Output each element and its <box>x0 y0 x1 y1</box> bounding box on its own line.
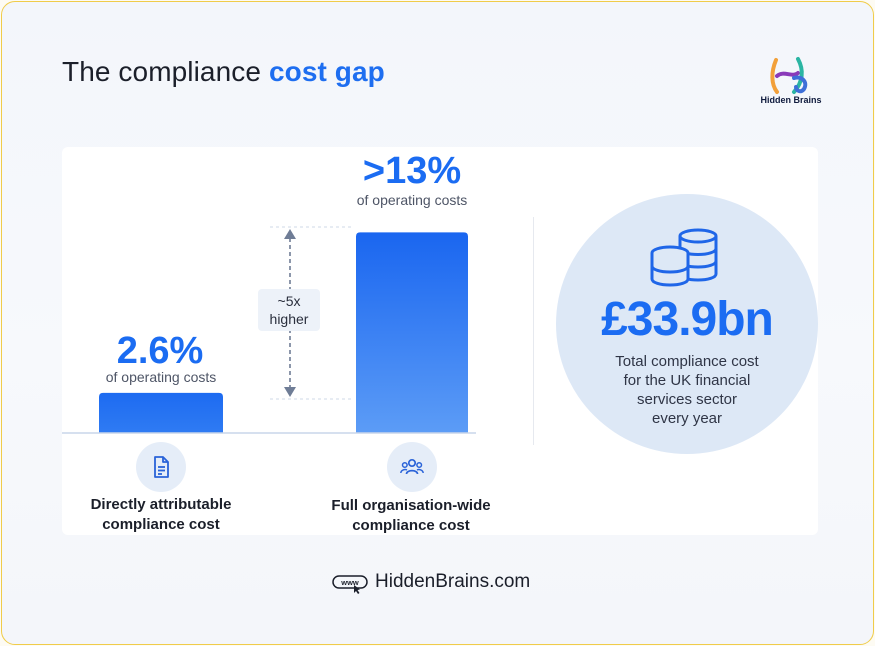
bar-value-label: >13% <box>362 150 462 192</box>
category-icon-badge <box>387 442 437 492</box>
brand-logo: Hidden Brains <box>746 56 836 110</box>
stat-highlight: £33.9bn Total compliance cost for the UK… <box>556 194 818 454</box>
comparison-badge: ~5x higher <box>258 289 320 331</box>
comparison-line: higher <box>269 311 309 327</box>
bar <box>356 232 468 433</box>
category-label: Full organisation-wide compliance cost <box>316 496 506 536</box>
stat-description: Total compliance cost for the UK financi… <box>587 352 787 428</box>
comparison-arrow <box>270 226 352 400</box>
page-title: The compliance cost gap <box>62 56 385 88</box>
category-label-line: Full organisation-wide <box>331 497 491 514</box>
title-accent: cost gap <box>268 56 385 87</box>
category-label: Directly attributable compliance cost <box>66 495 256 535</box>
people-group-icon <box>400 458 424 475</box>
www-cursor-icon: www <box>332 575 368 594</box>
bar-chart <box>62 226 476 434</box>
bar <box>99 392 223 433</box>
document-icon <box>154 456 169 478</box>
title-lead: The compliance <box>62 56 262 87</box>
stat-description-line: for the UK financial <box>623 372 751 389</box>
bar-value-label: 2.6% <box>116 330 204 372</box>
panel-divider <box>533 217 534 445</box>
bar-value-sublabel: of operating costs <box>105 369 217 385</box>
category-label-line: compliance cost <box>352 517 470 534</box>
stat-description-line: every year <box>651 410 723 427</box>
hb-logo-icon <box>770 57 808 94</box>
comparison-line: ~5x <box>277 293 301 309</box>
brand-name: Hidden Brains <box>760 95 822 105</box>
category-icon-badge <box>136 442 186 492</box>
bar-value-sublabel: of operating costs <box>356 192 468 208</box>
coin-stacks-icon <box>650 228 718 287</box>
stat-description-line: Total compliance cost <box>615 353 759 370</box>
footer-url[interactable]: HiddenBrains.com <box>375 571 531 592</box>
stat-description-line: services sector <box>636 391 738 408</box>
svg-text:www: www <box>340 578 359 587</box>
category-label-line: Directly attributable <box>90 496 232 513</box>
category-label-line: compliance cost <box>102 516 220 533</box>
stat-value: £33.9bn <box>601 293 774 346</box>
